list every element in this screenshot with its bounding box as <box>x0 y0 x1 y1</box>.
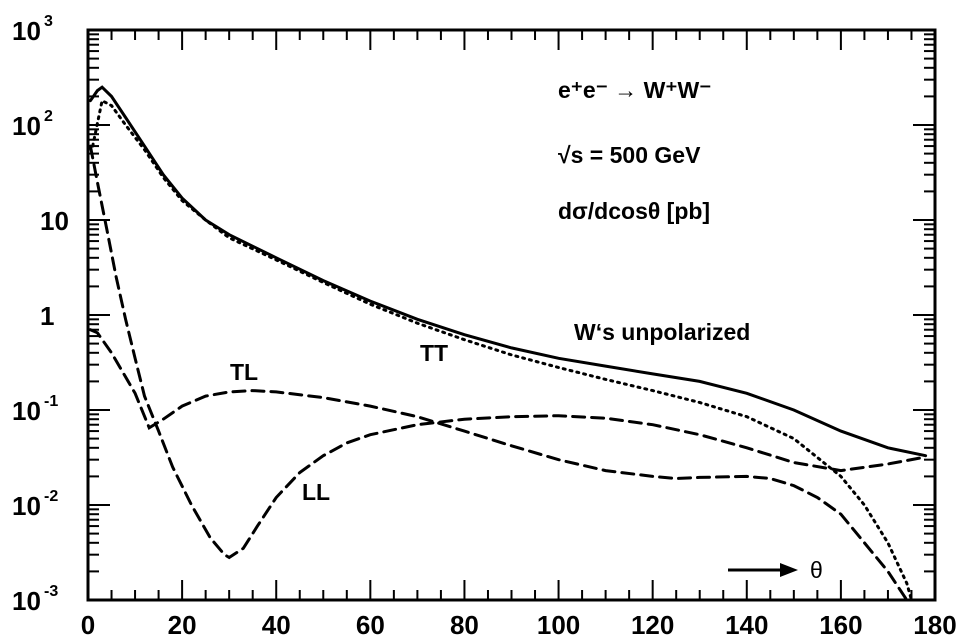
x-tick-label: 0 <box>81 610 95 640</box>
curve-label-tl: TL <box>230 359 258 385</box>
x-axis: 0 20 40 60 80 100 120 140 160 180 <box>81 30 957 640</box>
y-tick-exponent: 3 <box>44 13 53 30</box>
y-tick-label: 10 -3 <box>12 583 58 616</box>
y-tick-label: 1 <box>40 301 54 331</box>
y-tick-base: 1 <box>40 301 54 331</box>
theta-label: θ <box>810 557 823 583</box>
x-tick-label: 40 <box>262 610 291 640</box>
y-tick-exponent: -1 <box>44 393 58 410</box>
y-tick-label: 10 <box>40 206 69 236</box>
series-group <box>88 85 928 600</box>
x-tick-label: 80 <box>450 610 479 640</box>
x-tick-label: 20 <box>168 610 197 640</box>
y-tick-exponent: -3 <box>44 583 58 600</box>
curve-labels: W‘s unpolarized TT TL LL <box>230 319 750 505</box>
quantity-label: dσ/dcosθ [pb] <box>558 198 710 224</box>
series-line-1 <box>88 85 928 458</box>
series-line-4 <box>88 144 928 560</box>
curve-label-ll: LL <box>302 479 330 505</box>
curve-label-tt: TT <box>420 340 448 366</box>
process-label: e⁺e⁻ → W⁺W⁻ <box>558 77 711 103</box>
plot-area <box>86 28 937 602</box>
x-tick-label: 160 <box>819 610 862 640</box>
plot-frame <box>86 28 937 602</box>
x-tick-label: 100 <box>537 610 580 640</box>
x-tick-label: 180 <box>913 610 956 640</box>
y-tick-base: 10 <box>12 16 41 46</box>
arrow-head-icon <box>780 563 798 577</box>
y-tick-base: 10 <box>12 111 41 141</box>
legend-box: e⁺e⁻ → W⁺W⁻ √s = 500 GeV dσ/dcosθ [pb] <box>558 77 711 224</box>
energy-label: √s = 500 GeV <box>558 142 701 168</box>
y-tick-base: 10 <box>12 586 41 616</box>
y-tick-label: 10 3 <box>12 13 53 46</box>
theta-arrow: θ <box>728 557 823 583</box>
y-tick-base: 10 <box>12 491 41 521</box>
y-tick-exponent: -2 <box>44 488 58 505</box>
x-tick-label: 60 <box>356 610 385 640</box>
x-tick-label: 120 <box>631 610 674 640</box>
x-tick-label: 140 <box>725 610 768 640</box>
series-line-2 <box>91 98 913 600</box>
y-tick-label: 10 -2 <box>12 488 58 521</box>
y-tick-label: 10 -1 <box>12 393 58 426</box>
y-tick-base: 10 <box>40 206 69 236</box>
y-tick-exponent: 2 <box>44 108 53 125</box>
curve-label-unpolarized: W‘s unpolarized <box>574 319 750 345</box>
y-tick-label: 10 2 <box>12 108 53 141</box>
series-line-3 <box>88 328 909 600</box>
y-tick-base: 10 <box>12 396 41 426</box>
